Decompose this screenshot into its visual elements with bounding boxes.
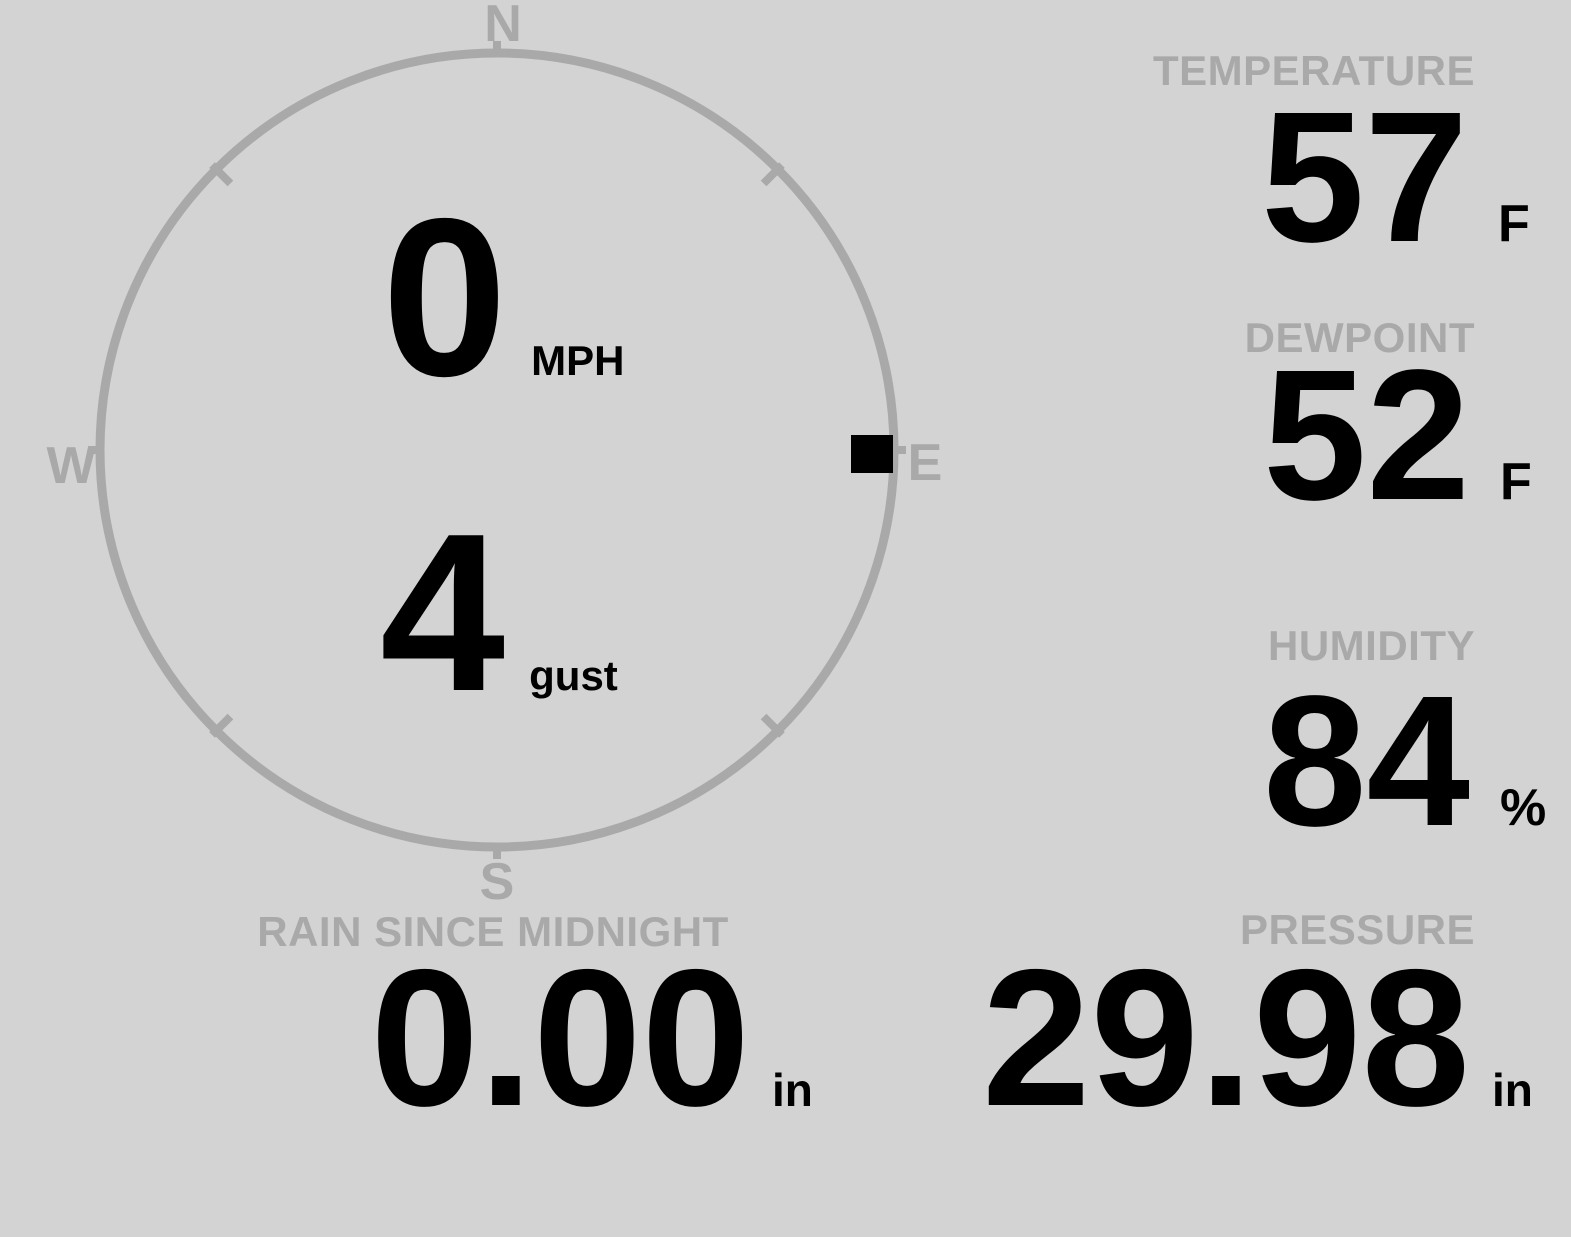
rain-label: RAIN SINCE MIDNIGHT [257,908,729,955]
pressure-reading: 29.98 in [982,929,1533,1147]
temperature-label: TEMPERATURE [1152,47,1475,94]
compass-label-east: E [907,434,943,492]
dewpoint-reading: 52 F [1263,332,1532,539]
pressure-label: PRESSURE [1239,906,1475,953]
temperature-reading: 57 F [1261,74,1530,281]
humidity-label: HUMIDITY [1268,622,1475,669]
pressure-unit: in [1492,1064,1533,1116]
wind-direction-marker [851,435,893,473]
rain-value: 0.00 [370,929,750,1147]
dewpoint-unit: F [1500,453,1532,511]
compass-ticks [88,41,906,859]
compass-label-south: S [479,853,515,911]
wind-speed-value: 0 [382,171,508,423]
compass-label-north: N [484,0,522,53]
humidity-reading: 84 % [1263,658,1546,865]
temperature-value: 57 [1261,74,1468,281]
rain-unit: in [772,1064,813,1116]
dewpoint-label: DEWPOINT [1244,314,1475,361]
humidity-value: 84 [1263,658,1470,865]
rain-reading: 0.00 in [370,929,812,1147]
dewpoint-value: 52 [1263,332,1470,539]
temperature-unit: F [1498,195,1530,253]
compass-label-west: W [46,437,96,495]
pressure-value: 29.98 [982,929,1470,1147]
humidity-unit: % [1500,779,1547,837]
wind-gust-value: 4 [380,486,506,738]
wind-speed: 0 MPH [382,171,624,423]
wind-gust: 4 gust [380,486,618,738]
wind-speed-unit: MPH [531,337,625,384]
wind-gust-unit: gust [529,652,618,699]
